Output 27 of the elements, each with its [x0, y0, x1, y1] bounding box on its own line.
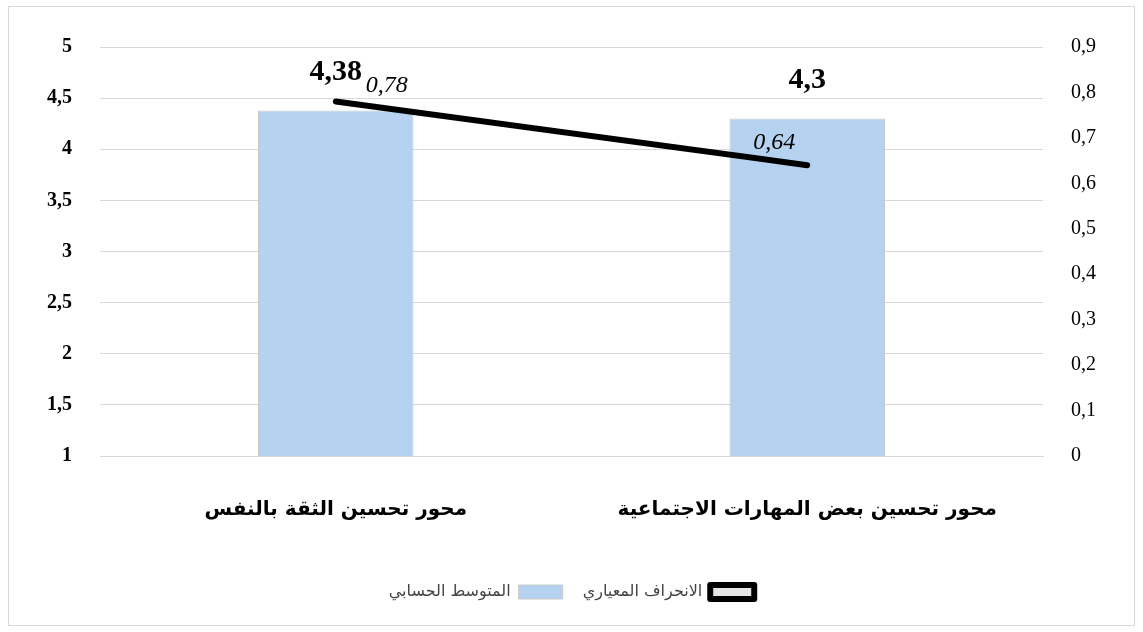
y-tick-label: 3,5 — [47, 187, 72, 210]
y-tick-label: 1,5 — [47, 392, 72, 415]
y-tick-label: 4,5 — [47, 85, 72, 108]
y2-tick-label: 0,5 — [1071, 216, 1096, 239]
legend-label: الانحراف المعياري — [582, 581, 703, 602]
y-tick-label: 1 — [62, 443, 72, 466]
y-tick-label: 5 — [62, 34, 72, 57]
y2-tick-label: 0,4 — [1071, 261, 1096, 284]
y2-tick-label: 0,3 — [1071, 306, 1096, 329]
x-tick-label: محور تحسين بعض المهارات الاجتماعية — [617, 496, 997, 521]
y2-tick-label: 0,2 — [1071, 352, 1096, 375]
y2-tick-label: 0,1 — [1071, 397, 1096, 420]
x-tick-label: محور تحسين الثقة بالنفس — [204, 496, 468, 521]
y2-tick-label: 0,7 — [1071, 125, 1096, 148]
data-label: 0,64 — [753, 128, 796, 155]
y-tick-label: 3 — [62, 238, 72, 261]
legend-label: المتوسط الحسابي — [388, 581, 511, 602]
y-tick-label: 2,5 — [47, 289, 72, 312]
data-label: 0,78 — [365, 70, 408, 97]
y2-tick-label: 0,6 — [1071, 170, 1096, 193]
y-tick-label: 4 — [62, 136, 72, 159]
y2-tick-label: 0,9 — [1071, 34, 1096, 57]
y2-tick-label: 0,8 — [1071, 79, 1096, 102]
data-label: 4,38 — [309, 53, 362, 87]
data-label: 4,3 — [788, 61, 826, 95]
y-tick-label: 2 — [62, 340, 72, 363]
y2-tick-label: 0 — [1071, 443, 1081, 466]
